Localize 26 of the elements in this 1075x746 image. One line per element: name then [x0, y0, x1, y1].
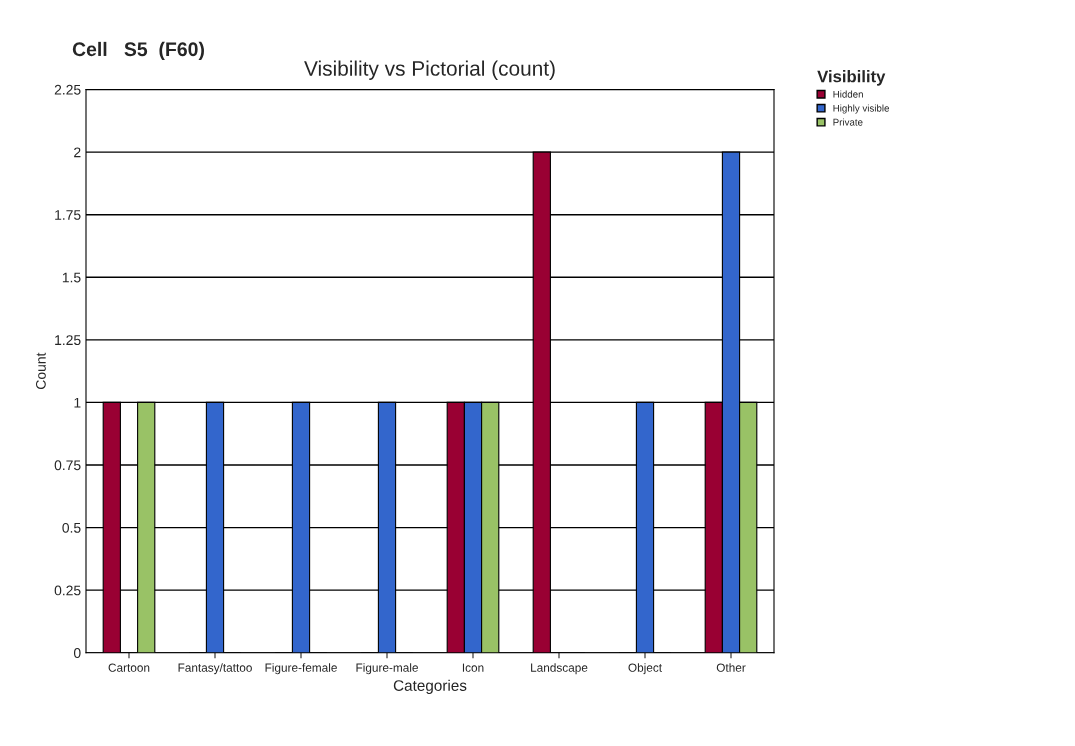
y-tick-label: 2.25 — [54, 84, 81, 95]
text: Cell S5 (F60) — [72, 41, 204, 60]
x-tick-label: Landscape — [531, 663, 588, 675]
y-tick-label: 1.25 — [55, 335, 81, 346]
y-tick-label: 1 — [74, 397, 81, 408]
x-tick-label: Other — [716, 663, 746, 672]
legend-label: Hidden — [833, 90, 863, 98]
legend-title: Visibility — [817, 70, 886, 86]
x-tick-label: Figure-female — [265, 663, 337, 675]
y-tick-label: 1.5 — [62, 272, 81, 283]
y-tick-label: 0.75 — [54, 460, 81, 471]
x-tick-label: Figure-male — [356, 663, 418, 675]
y-tick-label: 0 — [73, 648, 81, 658]
y-tick-label: 0.25 — [54, 585, 81, 596]
x-tick-label: Cartoon — [108, 663, 150, 672]
y-axis-title: Count — [35, 352, 46, 389]
y-tick-label: 0.5 — [62, 522, 81, 533]
legend-label: Highly visible — [833, 104, 890, 114]
chart-title: Visibility vs Pictorial (count) — [304, 60, 555, 80]
y-tick-label: 1.75 — [55, 210, 81, 220]
x-tick-label: Fantasy/tattoo — [178, 663, 252, 675]
x-tick-label: Icon — [462, 663, 484, 672]
legend-label: Private — [833, 118, 863, 126]
y-tick-label: 2 — [74, 147, 81, 158]
x-axis-title: Categories — [393, 679, 467, 694]
x-tick-label: Object — [628, 663, 662, 675]
